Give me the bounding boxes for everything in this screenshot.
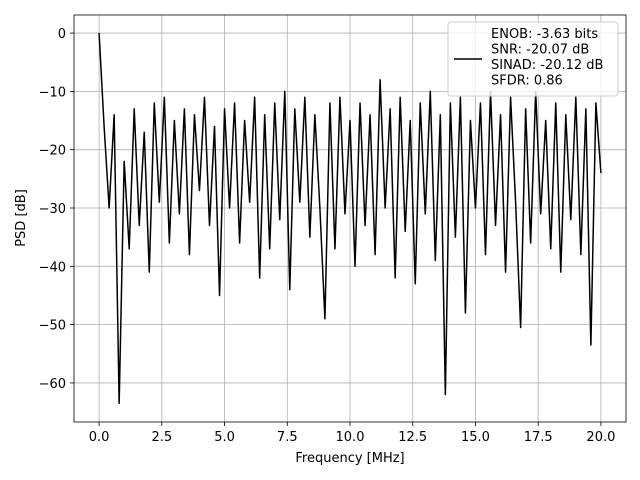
- y-axis-label: PSD [dB]: [14, 189, 29, 247]
- legend-line: ENOB: -3.63 bits: [491, 27, 598, 42]
- x-tick-label: 2.5: [151, 430, 172, 445]
- x-tick-label: 12.5: [398, 430, 427, 445]
- x-tick-label: 0.0: [89, 430, 110, 445]
- y-tick-label: −30: [39, 202, 66, 217]
- psd-line: [98, 33, 602, 405]
- y-tick-label: −10: [39, 85, 66, 100]
- legend-label: ENOB: -3.63 bits SNR: -20.07 dB SINAD: -20…: [491, 27, 603, 89]
- legend-line: SINAD: -20.12 dB: [491, 58, 603, 73]
- y-tick-label: 0: [58, 27, 66, 42]
- x-tick-label: 20.0: [586, 430, 615, 445]
- y-tick-label: −50: [39, 319, 66, 334]
- plot-frame: [73, 14, 627, 423]
- legend-line: SNR: -20.07 dB: [491, 43, 589, 58]
- y-tick-label: −60: [39, 377, 66, 392]
- x-axis-label: Frequency [MHz]: [295, 451, 404, 466]
- y-tick-label: −20: [39, 144, 66, 159]
- legend-box: [447, 21, 619, 97]
- x-tick-label: 17.5: [524, 430, 553, 445]
- x-tick-label: 5.0: [214, 430, 235, 445]
- x-tick-label: 10.0: [336, 430, 365, 445]
- x-tick-label: 15.0: [461, 430, 490, 445]
- legend-line: SFDR: 0.86: [491, 74, 563, 89]
- x-tick-label: 7.5: [277, 430, 298, 445]
- y-tick-label: −40: [39, 260, 66, 275]
